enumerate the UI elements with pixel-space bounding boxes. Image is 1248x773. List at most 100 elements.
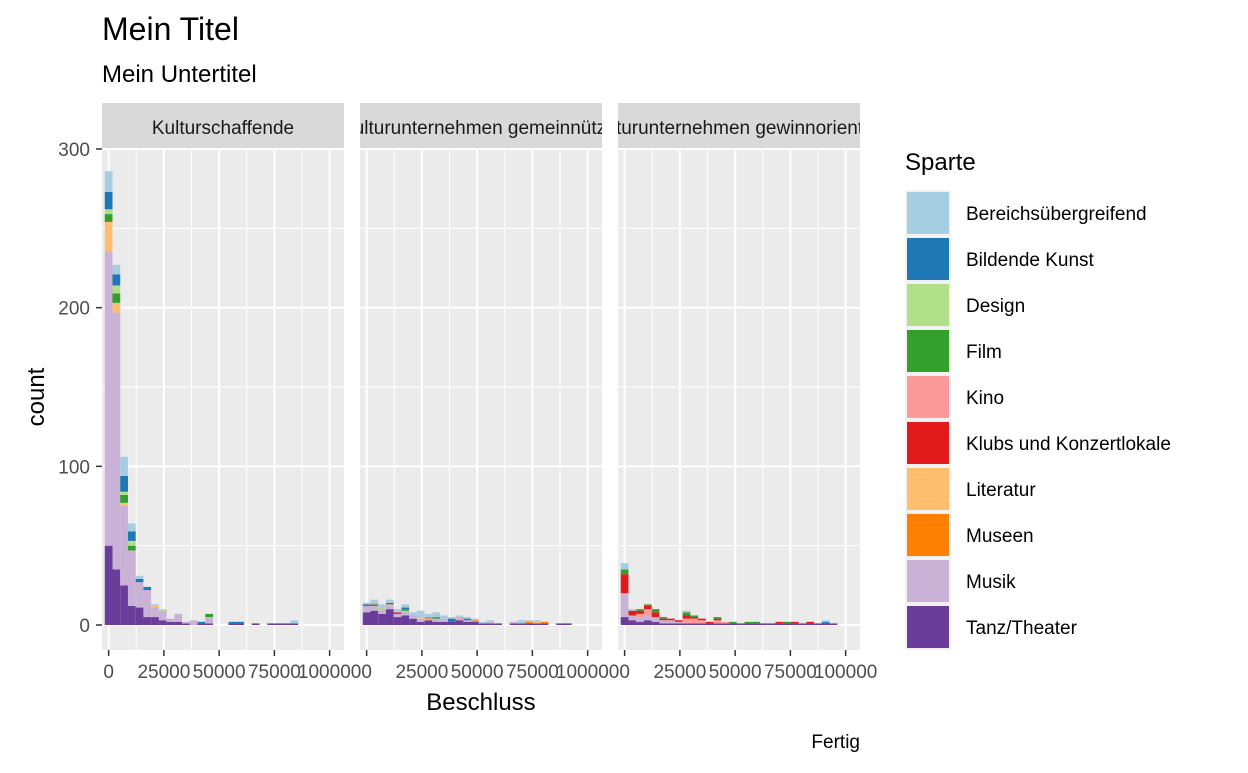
bar-segment xyxy=(486,623,495,625)
bar-segment xyxy=(197,623,206,625)
bar-segment xyxy=(112,569,121,625)
bar-segment xyxy=(447,617,456,619)
bar-segment xyxy=(416,621,425,625)
bar-segment xyxy=(628,620,637,625)
bar-segment xyxy=(151,617,159,625)
panel-background xyxy=(102,149,344,650)
bars xyxy=(362,599,572,625)
bar-segment xyxy=(517,620,526,624)
bar-segment xyxy=(471,618,479,621)
bar-segment xyxy=(112,264,121,275)
x-tick-label: 0 xyxy=(103,662,114,683)
bar-segment xyxy=(104,545,113,625)
bar-segment xyxy=(151,607,159,618)
bar-segment xyxy=(409,612,417,616)
bar-segment xyxy=(378,613,386,625)
bar-segment xyxy=(104,209,113,215)
bar-segment xyxy=(705,623,714,625)
legend-item: Bereichsübergreifend xyxy=(905,190,1147,236)
bar-segment xyxy=(478,621,487,624)
bar-segment xyxy=(104,252,113,546)
bar-segment xyxy=(104,214,113,222)
bar-segment xyxy=(236,623,244,625)
bar-segment xyxy=(674,621,683,624)
bar-segment xyxy=(143,586,152,591)
bar-segment xyxy=(432,617,441,619)
bar-segment xyxy=(620,569,629,575)
bar-segment xyxy=(806,621,815,624)
facet-strip xyxy=(102,103,344,148)
bar-segment xyxy=(517,623,526,625)
bar-segment xyxy=(659,623,668,625)
bar-segment xyxy=(409,615,417,619)
bar-segment xyxy=(620,574,629,594)
legend-label: Design xyxy=(966,296,1025,317)
bar-segment xyxy=(759,623,768,625)
bar-segment xyxy=(385,602,394,605)
bar-segment xyxy=(401,609,410,611)
bar-segment xyxy=(721,621,730,624)
bar-segment xyxy=(393,613,402,618)
bar-segment xyxy=(393,612,402,614)
y-tick-label: 100 xyxy=(58,457,90,478)
bar-segment xyxy=(690,623,699,625)
bar-segment xyxy=(790,623,799,625)
bar-segment xyxy=(120,502,128,506)
x-tick-label: 100000 xyxy=(556,662,619,683)
bar-segment xyxy=(401,604,410,608)
bar-segment xyxy=(463,620,472,622)
bar-segment xyxy=(267,623,275,625)
bar-segment xyxy=(821,620,830,622)
bar-segment xyxy=(228,621,237,624)
legend: Bereichsübergreifend Bildende Kunst Design… xyxy=(905,190,1171,650)
legend-label: Bildende Kunst xyxy=(966,250,1095,271)
legend-item: Klubs und Konzertlokale xyxy=(905,420,1171,466)
x-axis-label: Beschluss xyxy=(426,689,535,716)
bar-segment xyxy=(120,506,128,586)
bar-segment xyxy=(135,575,144,579)
bar-segment xyxy=(682,618,691,624)
x-tick-label: 50000 xyxy=(709,662,762,683)
bar-segment xyxy=(158,609,167,611)
bar-segment xyxy=(104,221,113,253)
bar-segment xyxy=(698,620,706,624)
y-tick-label: 0 xyxy=(79,616,90,637)
bar-segment xyxy=(127,523,136,532)
bar-segment xyxy=(775,623,784,625)
legend-swatch xyxy=(907,330,949,372)
bar-segment xyxy=(636,613,644,618)
bar-segment xyxy=(151,604,159,606)
bar-segment xyxy=(636,610,644,614)
x-tick-label: 100000 xyxy=(814,662,877,683)
bar-segment xyxy=(189,620,198,625)
bar-segment xyxy=(698,618,706,621)
bar-segment xyxy=(713,617,722,619)
bar-segment xyxy=(651,617,660,622)
bar-segment xyxy=(416,618,425,622)
bar-segment xyxy=(486,620,495,622)
bar-segment xyxy=(651,612,660,618)
bar-segment xyxy=(752,621,760,624)
bar-segment xyxy=(636,621,644,625)
bar-segment xyxy=(401,615,410,625)
bar-segment xyxy=(682,623,691,625)
bar-segment xyxy=(463,621,472,625)
legend-swatch xyxy=(907,376,949,418)
x-tick-label: 0 xyxy=(361,662,372,683)
bar-segment xyxy=(362,605,371,613)
bar-segment xyxy=(667,623,675,625)
bar-segment xyxy=(385,599,394,603)
bar-segment xyxy=(143,590,152,618)
legend-item: Tanz/Theater xyxy=(905,604,1078,650)
bar-segment xyxy=(282,623,291,625)
bar-segment xyxy=(682,612,691,616)
bar-segment xyxy=(127,545,136,551)
bar-segment xyxy=(478,623,487,625)
bar-segment xyxy=(455,615,464,618)
bar-segment xyxy=(174,613,183,622)
bar-segment xyxy=(790,621,799,624)
bar-segment xyxy=(370,610,379,625)
bar-segment xyxy=(525,621,533,624)
